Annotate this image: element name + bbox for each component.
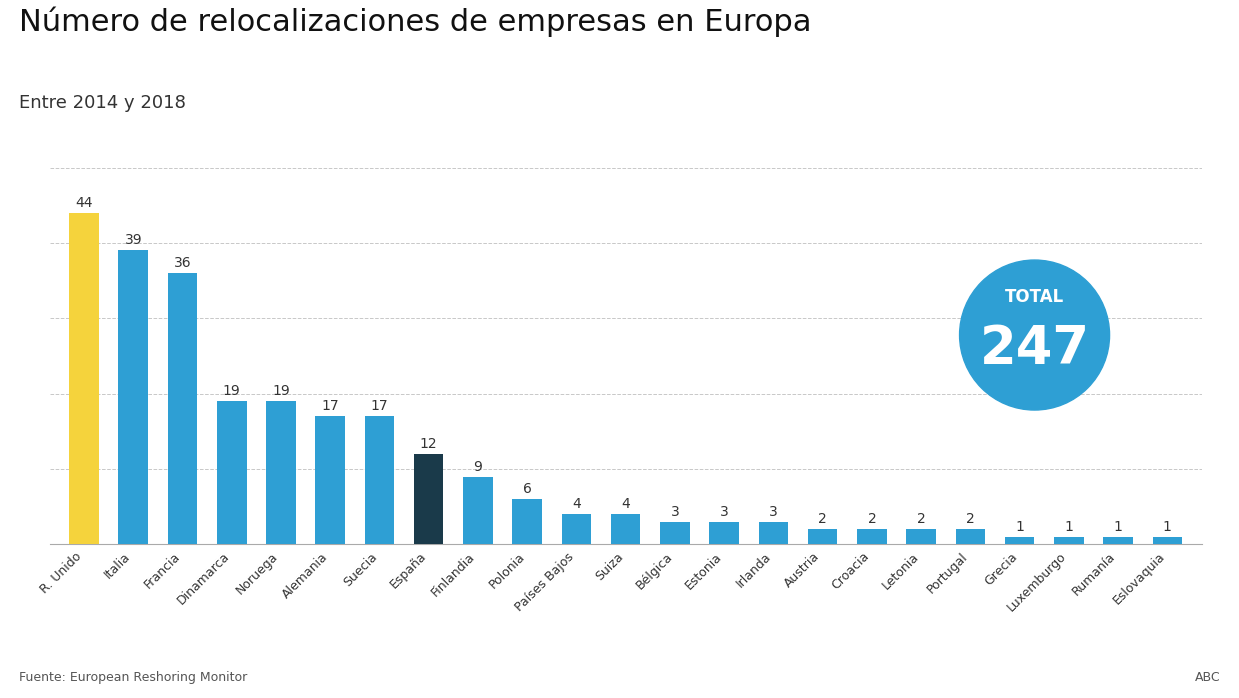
Text: 39: 39 <box>124 233 142 247</box>
Bar <box>660 522 690 544</box>
Text: 17: 17 <box>321 399 339 413</box>
Text: 1: 1 <box>1163 520 1172 534</box>
Bar <box>167 273 197 544</box>
Text: 2: 2 <box>818 512 828 526</box>
Bar <box>561 514 591 544</box>
Bar <box>907 529 935 544</box>
Text: 17: 17 <box>370 399 388 413</box>
Bar <box>463 477 493 544</box>
Bar <box>808 529 838 544</box>
Text: 4: 4 <box>572 497 581 511</box>
Text: 1: 1 <box>1015 520 1025 534</box>
Bar <box>316 416 344 544</box>
Text: 36: 36 <box>173 256 191 270</box>
Text: Número de relocalizaciones de empresas en Europa: Número de relocalizaciones de empresas e… <box>19 7 812 38</box>
Text: 9: 9 <box>473 459 482 473</box>
Text: 1: 1 <box>1114 520 1123 534</box>
Text: Entre 2014 y 2018: Entre 2014 y 2018 <box>19 94 186 112</box>
Bar <box>955 529 985 544</box>
Text: 3: 3 <box>670 505 679 519</box>
Bar <box>513 499 541 544</box>
Bar <box>1152 537 1182 544</box>
Text: ABC: ABC <box>1194 671 1220 684</box>
Bar <box>1104 537 1132 544</box>
Text: 2: 2 <box>917 512 926 526</box>
Text: 3: 3 <box>769 505 778 519</box>
Text: 2: 2 <box>966 512 975 526</box>
Text: 44: 44 <box>76 195 93 209</box>
Bar <box>710 522 738 544</box>
Bar <box>364 416 394 544</box>
Text: TOTAL: TOTAL <box>1005 288 1064 306</box>
Bar <box>1005 537 1035 544</box>
Text: 2: 2 <box>867 512 876 526</box>
Text: 3: 3 <box>720 505 729 519</box>
Bar <box>857 529 887 544</box>
Bar <box>217 401 247 544</box>
Bar <box>1054 537 1084 544</box>
Text: 12: 12 <box>420 437 437 451</box>
Bar <box>266 401 296 544</box>
Bar <box>414 454 444 544</box>
Text: Fuente: European Reshoring Monitor: Fuente: European Reshoring Monitor <box>19 671 247 684</box>
Bar <box>69 213 99 544</box>
Text: 247: 247 <box>980 323 1089 375</box>
Text: 19: 19 <box>223 384 240 398</box>
Text: 4: 4 <box>621 497 631 511</box>
Text: 19: 19 <box>273 384 290 398</box>
Bar <box>611 514 641 544</box>
Bar <box>758 522 788 544</box>
Text: 6: 6 <box>523 482 532 496</box>
Text: 1: 1 <box>1064 520 1073 534</box>
Bar <box>119 251 147 544</box>
